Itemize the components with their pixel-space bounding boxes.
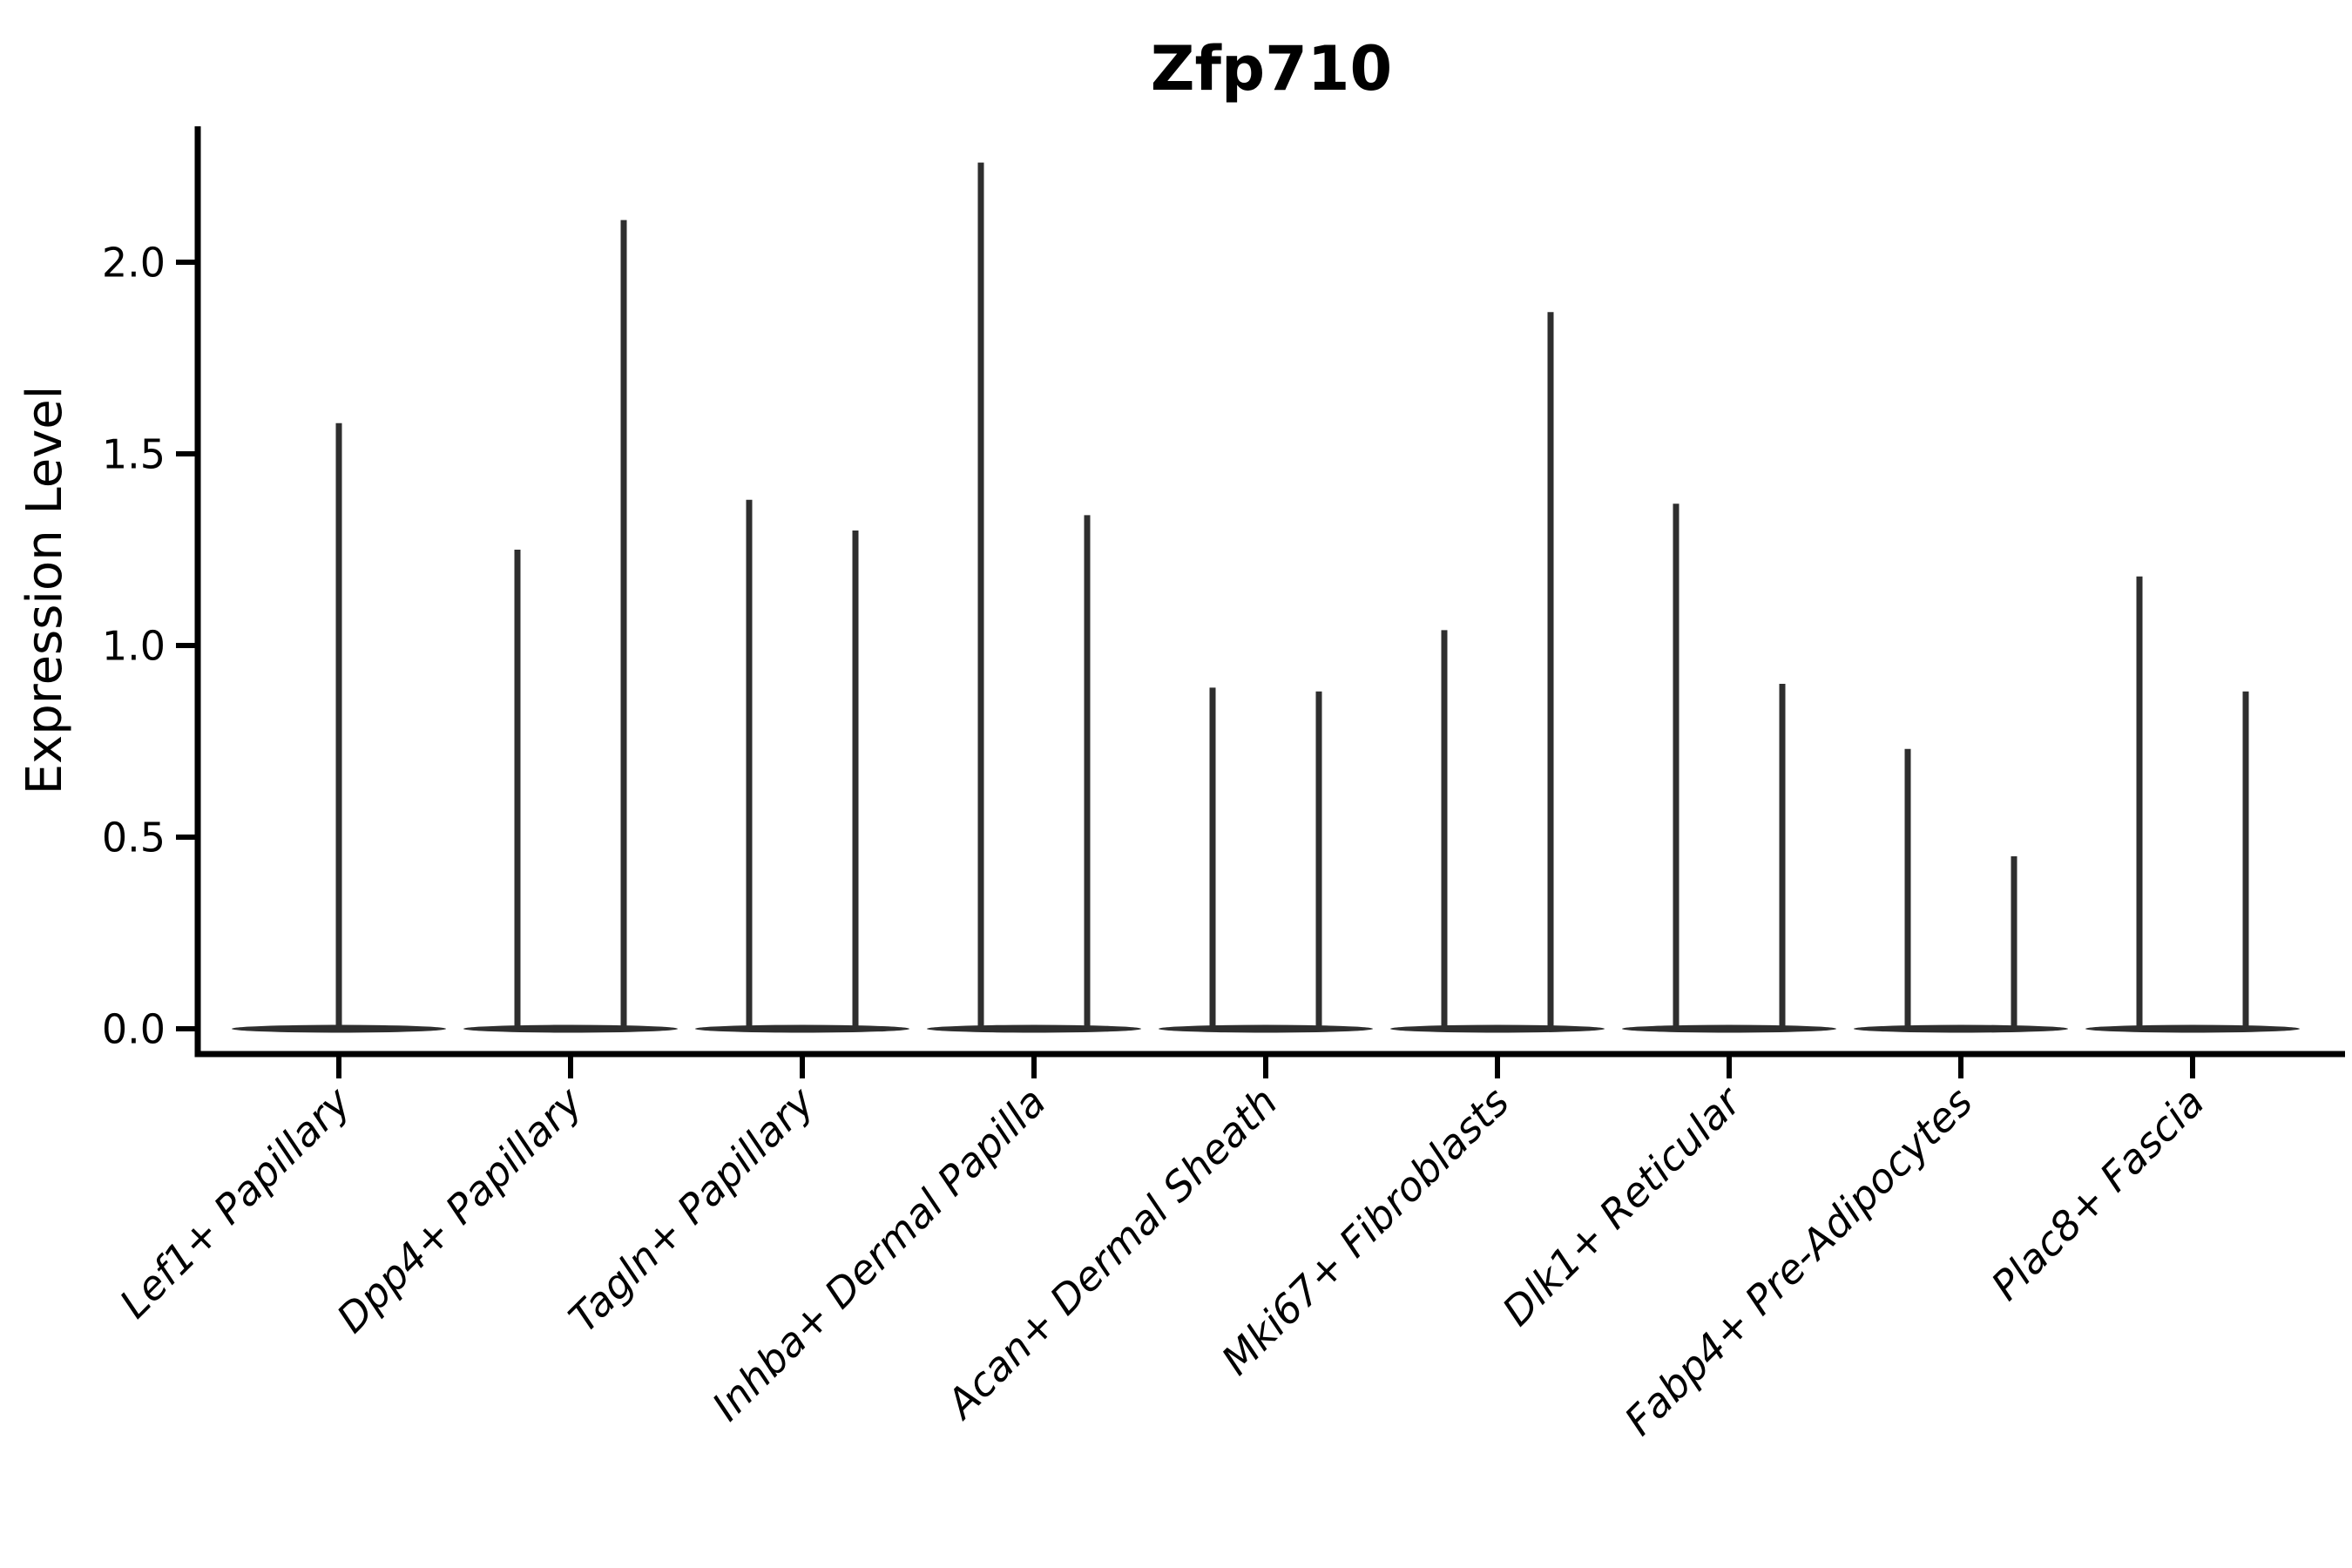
- violin-baseline: [463, 1024, 678, 1033]
- violin-group: [1854, 748, 2068, 1033]
- violin-group: [1622, 504, 1836, 1033]
- violin-baseline: [927, 1024, 1141, 1033]
- y-tick-label: 1.0: [102, 623, 166, 670]
- violin-group: [695, 499, 909, 1033]
- y-tick-label: 0.5: [102, 814, 166, 862]
- violin-group: [927, 162, 1141, 1033]
- violin-baseline: [1159, 1024, 1373, 1033]
- chart-title: Zfp710: [1151, 33, 1392, 105]
- y-tick-label: 1.5: [102, 431, 166, 478]
- violin-group: [463, 220, 678, 1033]
- y-axis-label: Expression Level: [17, 386, 73, 795]
- violin-baseline: [1390, 1024, 1605, 1033]
- y-tick-label: 2.0: [102, 240, 166, 287]
- violin-baseline: [1854, 1024, 2068, 1033]
- violin-group: [232, 422, 446, 1033]
- violin-baseline: [1622, 1024, 1836, 1033]
- violin-baseline: [695, 1024, 909, 1033]
- violin-group: [1390, 312, 1605, 1033]
- violin-baseline: [2085, 1024, 2300, 1033]
- violin-group: [1159, 687, 1373, 1033]
- y-tick-label: 0.0: [102, 1006, 166, 1053]
- violin-group: [2085, 576, 2300, 1033]
